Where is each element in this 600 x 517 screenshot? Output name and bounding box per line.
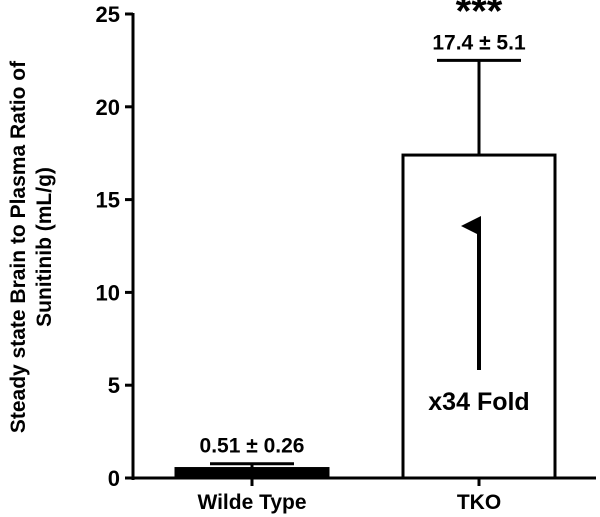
labels: 0.51 ± 0.26 17.4 ± 5.1*** x34 Fold (200, 0, 530, 458)
bar-wilde-type (174, 467, 330, 480)
y-tick-label: 15 (96, 188, 120, 213)
y-axis-title-line-2: Sunitinib (mL/g) (33, 167, 56, 327)
significance-stars: *** (456, 0, 503, 33)
y-tick-label: 10 (96, 280, 120, 305)
data-label: 17.4 ± 5.1 (432, 31, 526, 54)
y-tick-label: 0 (108, 466, 120, 491)
x-tick-label: Wilde Type (197, 491, 306, 514)
y-axis-title-line-1: Steady state Brain to Plasma Ratio of (7, 60, 30, 433)
fold-annotation: x34 Fold (428, 388, 529, 416)
y-tick-label: 25 (96, 2, 120, 27)
y-tick-label: 5 (108, 373, 120, 398)
y-tick-label: 20 (96, 95, 120, 120)
data-label: 0.51 ± 0.26 (200, 435, 305, 458)
x-tick-label: TKO (457, 491, 501, 514)
